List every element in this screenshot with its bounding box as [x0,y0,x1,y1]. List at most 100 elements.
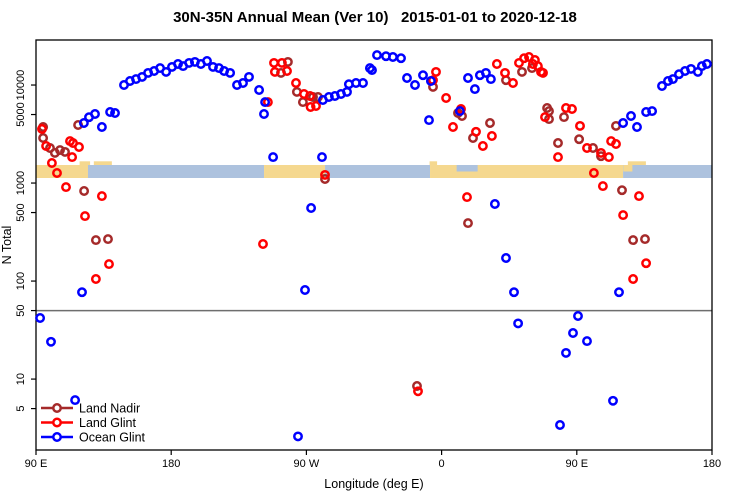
map-strip-land-detail [79,161,91,165]
data-point [276,57,287,68]
data-point [611,139,621,149]
data-point [485,118,495,128]
data-point [424,115,434,126]
legend-label: Ocean Glint [79,431,146,445]
data-point [618,210,629,221]
data-point [561,347,571,358]
map-strip-land-detail [429,161,438,165]
data-point [517,66,527,77]
data-point [297,97,308,108]
map-strip-land-detail [93,161,112,165]
map-strip-ocean-segment [87,165,265,178]
data-point [462,192,472,203]
data-point [306,203,317,213]
data-point [632,122,642,132]
x-tick-label: 0 [439,458,445,470]
data-point [402,73,412,83]
data-point [323,92,334,102]
data-point [628,274,639,284]
legend-marker-icon [52,403,62,413]
data-point [567,104,577,114]
data-point [103,234,113,245]
legend-label: Land Glint [79,416,137,430]
data-point [500,67,510,78]
data-point [342,86,352,97]
data-point [282,56,293,67]
data-point [35,313,46,323]
data-point [485,74,496,85]
data-point [90,109,100,119]
x-axis-title: Longitude (deg E) [324,477,423,491]
y-tick-label: 10 [15,373,27,385]
data-point [608,395,618,406]
data-point [67,152,78,163]
data-point [320,174,330,184]
map-strip-land-detail [623,165,633,172]
legend-marker-icon [52,417,62,428]
legend-marker-icon [52,432,62,442]
map-strip-land-detail [627,161,646,165]
data-point [320,169,330,180]
data-point [317,152,327,163]
data-point [387,52,398,62]
data-point [480,67,491,78]
data-point [454,106,465,117]
data-point [418,70,428,81]
map-strip-ocean-segment [623,165,712,178]
data-point [96,191,107,202]
data-point [96,122,107,132]
data-point [259,109,269,119]
data-point [448,122,458,132]
data-point [513,318,524,329]
data-point [553,138,563,148]
data-point [538,67,548,78]
data-point [90,274,101,284]
map-strip-land-segment [36,165,88,178]
y-tick-label: 5000 [15,102,27,126]
map-strip-ocean-detail [456,165,478,172]
data-point [519,53,530,64]
data-point [575,120,585,131]
y-tick-label: 5 [15,406,27,412]
series-land-nadir [38,56,650,391]
data-point [37,124,47,134]
data-point [596,147,606,158]
data-point [469,84,480,95]
data-point [618,118,629,128]
y-tick-label: 10000 [15,70,27,101]
data-point [184,57,195,68]
x-tick-label: 180 [162,458,180,470]
data-point [471,126,481,137]
data-point [90,235,101,246]
data-point [305,91,315,101]
data-point [640,234,650,245]
x-tick-label: 90 E [25,458,48,470]
data-point [372,50,382,61]
data-point [540,112,550,123]
chart-title: 30N-35N Annual Mean (Ver 10) 2015-01-01 … [173,9,577,26]
data-point [559,112,569,123]
data-point [46,336,56,347]
data-point [268,152,279,163]
data-point [412,381,422,391]
data-point [300,285,310,295]
data-point [269,57,279,68]
data-point [293,431,303,442]
data-point [396,53,406,64]
data-point [269,66,280,77]
data-point [561,103,571,113]
data-point [238,78,248,88]
data-point [291,78,301,88]
data-point [161,66,172,77]
data-point [225,67,236,78]
data-point [254,85,265,95]
data-point [258,239,268,249]
data-point [311,101,321,111]
data-point [582,336,592,347]
data-point [358,78,368,88]
data-point [110,108,120,118]
data-point [305,102,316,112]
data-point [573,311,583,321]
data-point [508,78,518,88]
